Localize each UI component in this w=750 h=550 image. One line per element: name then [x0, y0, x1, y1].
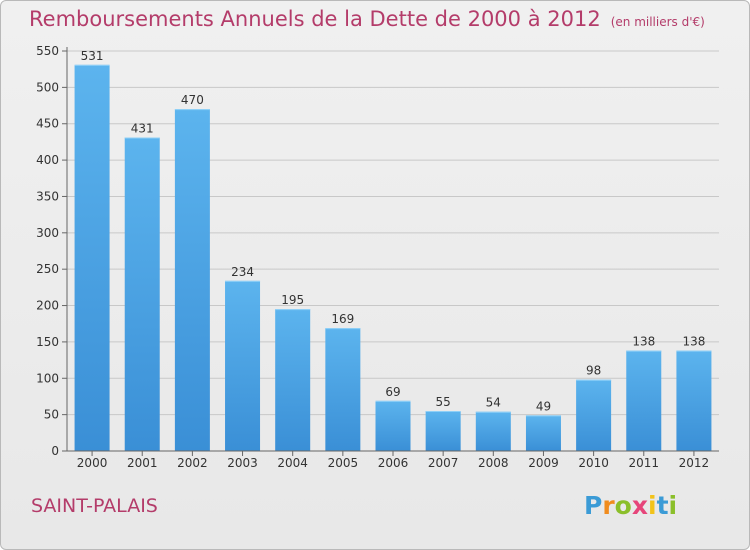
- x-tick-label: 2006: [378, 456, 409, 470]
- logo-letter: t: [656, 491, 669, 520]
- x-tick-label: 2005: [328, 456, 359, 470]
- y-tick-label: 200: [36, 299, 59, 313]
- unit-note: (en milliers d'€): [610, 15, 705, 29]
- logo-letter: r: [602, 491, 615, 520]
- y-tick-label: 0: [51, 444, 59, 458]
- y-tick-label: 250: [36, 262, 59, 276]
- bar-value-label: 138: [682, 335, 705, 349]
- bar-value-label: 531: [81, 49, 104, 63]
- bar: [174, 109, 210, 451]
- bar-value-label: 431: [131, 122, 154, 136]
- bar: [425, 411, 461, 451]
- chart-title: Remboursements Annuels de la Dette de 20…: [29, 7, 705, 31]
- bar: [225, 280, 261, 451]
- x-tick-label: 2003: [227, 456, 258, 470]
- bar: [475, 411, 511, 451]
- y-tick-label: 450: [36, 117, 59, 131]
- bar: [576, 379, 612, 451]
- x-tick-label: 2008: [478, 456, 509, 470]
- bar: [375, 400, 411, 451]
- place-name: SAINT-PALAIS: [31, 495, 158, 517]
- bar-value-label: 138: [632, 335, 655, 349]
- y-tick-label: 50: [44, 408, 59, 422]
- bar-value-label: 195: [281, 293, 304, 307]
- x-tick-label: 2012: [679, 456, 710, 470]
- bar-value-label: 54: [486, 396, 501, 410]
- bar: [124, 137, 160, 451]
- bar-value-label: 55: [436, 395, 451, 409]
- bar: [626, 350, 662, 451]
- x-tick-label: 2009: [528, 456, 559, 470]
- logo-letter: o: [614, 491, 632, 520]
- logo-letter: P: [584, 491, 603, 520]
- x-tick-label: 2011: [628, 456, 659, 470]
- bar-value-label: 234: [231, 265, 254, 279]
- x-tick-label: 2010: [578, 456, 609, 470]
- bar: [525, 415, 561, 451]
- bar: [275, 309, 311, 451]
- bar-value-label: 470: [181, 93, 204, 107]
- bar-value-label: 98: [586, 364, 601, 378]
- proxiti-logo: Proxiti: [584, 491, 677, 520]
- bar: [325, 328, 361, 451]
- y-tick-label: 550: [36, 44, 59, 58]
- logo-letter: x: [631, 491, 648, 520]
- y-tick-label: 150: [36, 335, 59, 349]
- bar-value-label: 169: [331, 312, 354, 326]
- x-tick-label: 2001: [127, 456, 158, 470]
- logo-letter: i: [648, 491, 657, 520]
- bar-value-label: 49: [536, 399, 551, 413]
- y-tick-label: 350: [36, 189, 59, 203]
- x-tick-label: 2007: [428, 456, 459, 470]
- x-tick-label: 2004: [277, 456, 308, 470]
- bar: [676, 350, 712, 451]
- logo-letter: i: [668, 491, 678, 520]
- chart-title-text: Remboursements Annuels de la Dette de 20…: [29, 7, 601, 31]
- x-tick-label: 2002: [177, 456, 208, 470]
- x-tick-label: 2000: [77, 456, 108, 470]
- y-tick-label: 400: [36, 153, 59, 167]
- bar-value-label: 69: [385, 385, 400, 399]
- bar: [74, 64, 110, 451]
- y-tick-label: 300: [36, 226, 59, 240]
- y-tick-label: 500: [36, 80, 59, 94]
- y-tick-label: 100: [36, 371, 59, 385]
